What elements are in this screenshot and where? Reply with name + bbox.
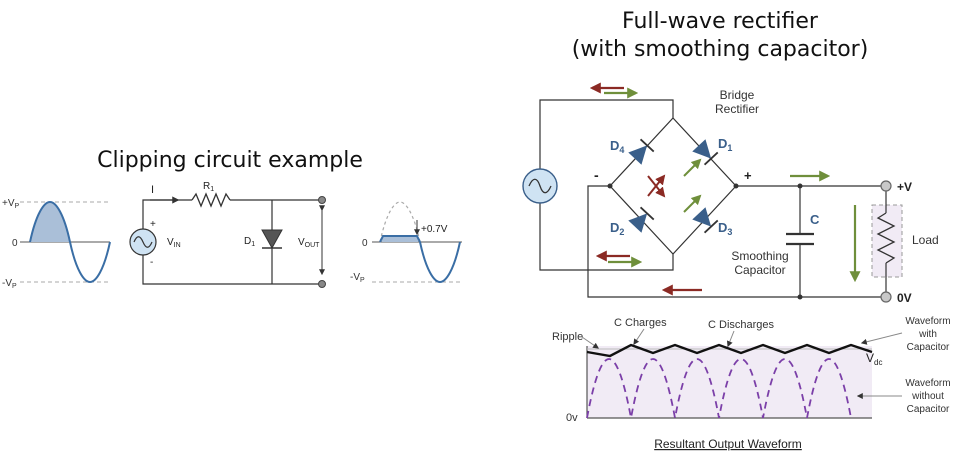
clipping-circuit: I R1 + - VIN D1 — [129, 181, 326, 288]
input-vn-label: -VP — [2, 278, 17, 290]
output-terminal-bottom — [318, 280, 326, 288]
waveform-caption: Resultant Output Waveform — [654, 437, 802, 451]
clipping-title: Clipping circuit example — [97, 148, 363, 173]
c-discharges-label: C Discharges — [708, 319, 775, 331]
output-zero-label: 0 — [362, 238, 368, 249]
load-resistor — [876, 212, 896, 264]
without-cap-line1: Waveform — [905, 378, 950, 389]
load-label: Load — [912, 233, 939, 247]
rectifier-title-line2: (with smoothing capacitor) — [571, 37, 869, 62]
zero-terminal — [880, 291, 892, 303]
rectifier-title: Full-wave rectifier (with smoothing capa… — [520, 8, 920, 64]
waveform-with-capacitor — [586, 343, 873, 358]
diode-d2 — [628, 206, 655, 233]
resultant-waveform: Ripple C Charges C Discharges Waveform w… — [552, 316, 951, 451]
diode-d3 — [692, 207, 719, 234]
resistor-r1 — [191, 192, 231, 208]
input-zero-label: 0 — [12, 238, 18, 249]
load-box — [871, 204, 903, 278]
d3-label: D3 — [718, 220, 732, 237]
output-clip-label: +0.7V — [421, 224, 448, 235]
c-charges-label: C Charges — [614, 317, 667, 329]
diode-d1 — [261, 229, 283, 250]
without-cap-line2: without — [911, 391, 944, 402]
rectifier-title-line1: Full-wave rectifier — [622, 9, 818, 34]
diode-d1 — [692, 139, 719, 166]
bridge-label-line2: Rectifier — [715, 102, 759, 116]
diode-d4 — [628, 138, 655, 165]
waveform-without-capacitor — [586, 358, 852, 419]
diode-label: D1 — [244, 236, 255, 248]
resistor-label: R1 — [203, 181, 214, 193]
capacitor-label: C — [810, 212, 820, 227]
bridge-label-line1: Bridge — [720, 88, 755, 102]
pos-terminal — [880, 180, 892, 192]
smoothing-label-line1: Smoothing — [731, 249, 788, 263]
source-label: VIN — [167, 237, 181, 249]
vdc-label: Vdc — [866, 351, 882, 367]
zero-terminal-label: 0V — [897, 291, 912, 305]
with-cap-line1: Waveform — [905, 316, 950, 327]
clipping-output-waveform: +0.7V 0 -VP — [350, 201, 462, 284]
pos-terminal-label: +V — [897, 180, 912, 194]
plus-label: + — [744, 168, 752, 183]
d4-label: D4 — [610, 138, 624, 155]
zero-v-label: 0v — [566, 412, 578, 424]
minus-label: - — [594, 167, 599, 183]
d1-label: D1 — [718, 136, 732, 153]
d2-label: D2 — [610, 220, 624, 237]
input-vp-label: +VP — [2, 198, 20, 210]
rectifier-circuit: D4 D1 D2 D3 Bridge Rectifier - + — [522, 82, 939, 305]
source-minus: - — [150, 257, 153, 268]
with-cap-line2: with — [918, 329, 937, 340]
current-label: I — [151, 184, 154, 196]
with-cap-line3: Capacitor — [907, 342, 950, 353]
smoothing-label-line2: Capacitor — [734, 263, 785, 277]
source-plus: + — [150, 219, 156, 230]
without-cap-line3: Capacitor — [907, 404, 950, 415]
clipping-input-waveform: +VP 0 -VP — [2, 198, 111, 290]
output-terminal-top — [318, 196, 326, 204]
output-vn-label: -VP — [350, 272, 365, 284]
ripple-label: Ripple — [552, 331, 583, 343]
vout-label: VOUT — [298, 237, 320, 249]
bridge-diamond — [609, 117, 737, 255]
